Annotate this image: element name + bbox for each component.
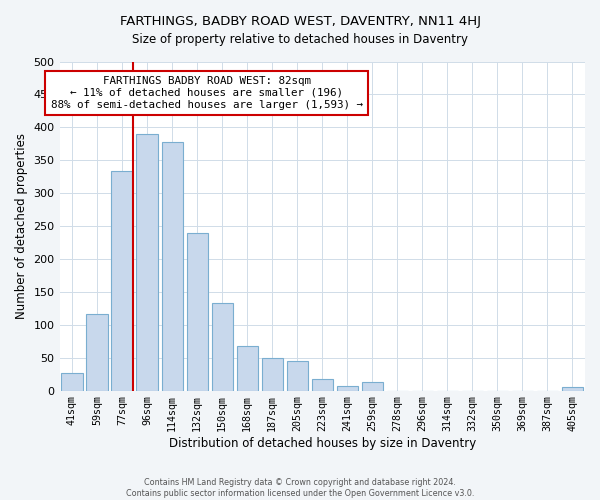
Text: Contains HM Land Registry data © Crown copyright and database right 2024.
Contai: Contains HM Land Registry data © Crown c… — [126, 478, 474, 498]
Bar — [61, 373, 83, 390]
Bar — [362, 382, 383, 390]
Text: FARTHINGS BADBY ROAD WEST: 82sqm
← 11% of detached houses are smaller (196)
88% : FARTHINGS BADBY ROAD WEST: 82sqm ← 11% o… — [50, 76, 362, 110]
Text: FARTHINGS, BADBY ROAD WEST, DAVENTRY, NN11 4HJ: FARTHINGS, BADBY ROAD WEST, DAVENTRY, NN… — [119, 15, 481, 28]
Bar — [287, 361, 308, 390]
Bar — [161, 142, 183, 390]
Bar — [86, 314, 108, 390]
X-axis label: Distribution of detached houses by size in Daventry: Distribution of detached houses by size … — [169, 437, 476, 450]
Bar — [136, 134, 158, 390]
Text: Size of property relative to detached houses in Daventry: Size of property relative to detached ho… — [132, 32, 468, 46]
Bar — [212, 303, 233, 390]
Bar — [337, 386, 358, 390]
Bar — [311, 378, 333, 390]
Bar — [112, 172, 133, 390]
Bar — [236, 346, 258, 391]
Bar — [187, 232, 208, 390]
Bar — [562, 388, 583, 390]
Bar — [262, 358, 283, 390]
Y-axis label: Number of detached properties: Number of detached properties — [15, 133, 28, 319]
